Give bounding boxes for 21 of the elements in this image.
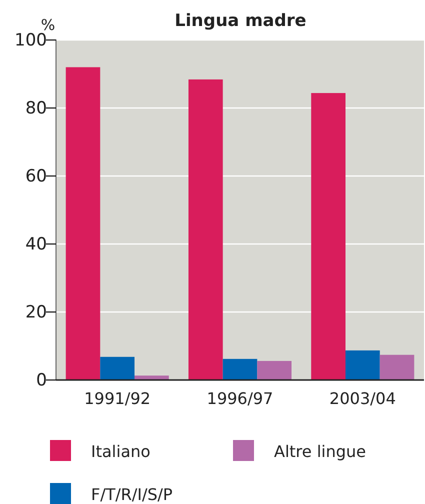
x-tick-label: 1996/97 [206,388,274,408]
bar [311,93,346,380]
bar [188,79,223,380]
bar [134,376,169,380]
y-tick-label: 40 [25,234,47,254]
x-tick-label: 1991/92 [84,388,151,408]
bar [100,356,135,380]
y-tick-label: 80 [25,98,47,118]
bar [257,360,292,380]
legend-label: Italiano [91,442,150,461]
y-tick-label: 20 [25,302,47,322]
legend-label: F/T/R/I/S/P [91,485,173,504]
legend-label: Altre lingue [274,442,366,461]
x-tick-label: 2003/04 [329,388,396,408]
chart-title: Lingua madre [174,11,306,31]
y-tick-label: 60 [25,166,47,186]
bar [345,350,380,380]
y-tick-label: 0 [36,370,47,390]
bar [380,354,414,380]
bar [66,67,100,380]
bar [222,358,258,380]
